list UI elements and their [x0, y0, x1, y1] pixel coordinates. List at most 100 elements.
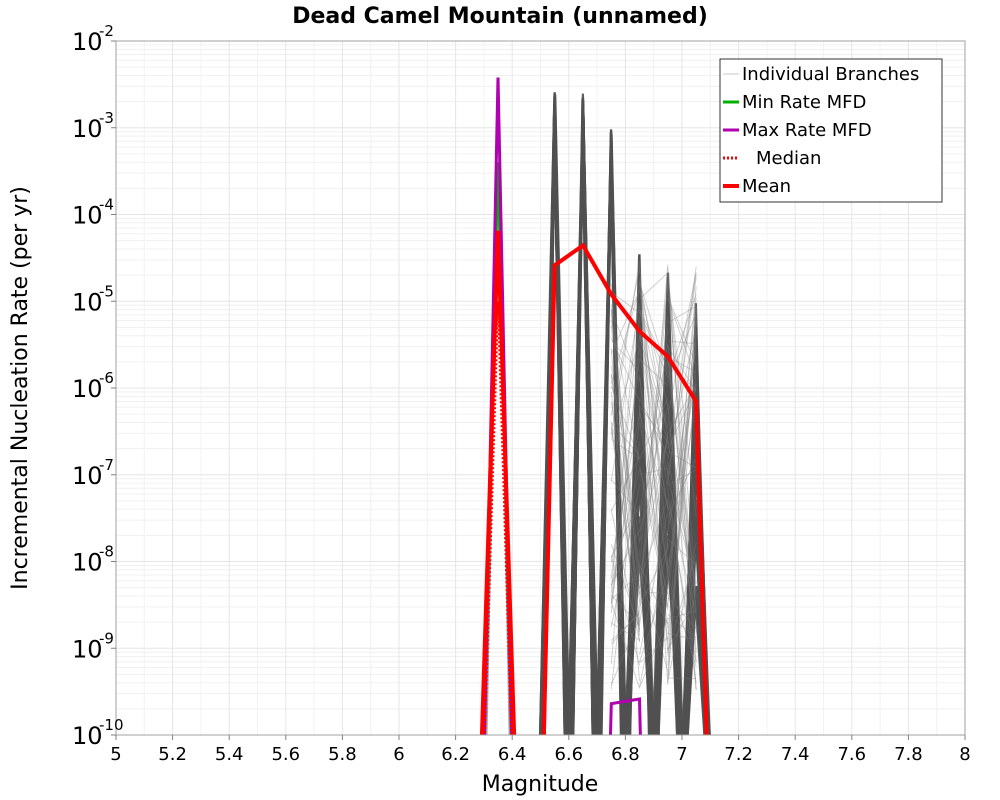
branch-line — [667, 383, 697, 641]
branch-line — [639, 347, 669, 574]
branch-line — [667, 461, 697, 585]
branch-line — [639, 269, 669, 568]
branch-line — [610, 392, 641, 642]
branch-line — [639, 317, 669, 545]
branch-line — [597, 145, 625, 735]
branch-line — [639, 327, 669, 613]
branch-line — [639, 397, 669, 460]
branch-line — [667, 358, 697, 592]
branch-line — [667, 491, 697, 684]
branch-line — [639, 284, 669, 653]
y-tick-label: 10 — [72, 635, 103, 663]
branch-line — [610, 484, 641, 628]
branch-line — [610, 439, 640, 460]
branch-line — [667, 356, 697, 373]
x-tick-label: 5.2 — [158, 744, 187, 765]
branch-line — [667, 346, 697, 392]
branch-line — [610, 374, 641, 573]
y-tick-label: 10 — [72, 549, 103, 577]
branch-line — [567, 116, 599, 735]
mean-line — [479, 230, 709, 735]
branch-line — [639, 573, 669, 663]
y-tick-exponent: -4 — [99, 196, 114, 214]
branch-line — [667, 477, 697, 588]
branch-line — [639, 331, 669, 432]
y-tick-label: 10 — [72, 722, 103, 750]
branch-line — [610, 320, 641, 463]
y-tick-label: 10 — [72, 462, 103, 490]
branch-line — [639, 358, 669, 387]
branch-line — [610, 335, 641, 665]
x-tick-label: 5.8 — [328, 744, 357, 765]
x-tick-label: 6.2 — [441, 744, 470, 765]
branch-line — [610, 504, 640, 558]
branch-line — [667, 274, 697, 449]
branch-line — [667, 313, 697, 383]
y-tick-exponent: -6 — [99, 369, 114, 387]
branch-line — [639, 570, 669, 672]
branch-line — [667, 286, 697, 607]
branch-line — [639, 331, 669, 475]
branch-line — [652, 272, 684, 735]
x-tick-label: 6 — [393, 744, 404, 765]
branch-line — [667, 297, 697, 366]
branch-line — [610, 544, 641, 630]
branch-line — [639, 435, 669, 575]
branch-line — [639, 279, 669, 565]
branch-line — [667, 330, 697, 678]
x-tick-label: 5 — [110, 744, 121, 765]
x-tick-label: 8 — [959, 744, 970, 765]
branch-line — [571, 116, 595, 735]
branch-line — [639, 547, 669, 607]
branch-line — [639, 417, 669, 629]
grid-major — [115, 40, 966, 736]
branch-line — [610, 441, 641, 690]
branch-line — [639, 405, 669, 443]
branch-line — [610, 289, 641, 384]
branch-line — [639, 335, 669, 444]
y-tick-exponent: -9 — [99, 629, 114, 647]
branch-line — [639, 398, 669, 457]
branch-line — [667, 271, 697, 584]
branch-line — [639, 407, 669, 608]
branch-line — [628, 297, 651, 735]
branch-line — [610, 291, 640, 314]
branch-line — [610, 281, 641, 594]
branch-line — [654, 535, 681, 735]
y-axis-label: Incremental Nucleation Rate (per yr) — [8, 186, 33, 590]
branch-line — [610, 602, 641, 689]
branch-line — [639, 509, 669, 656]
branch-line — [610, 349, 641, 614]
branch-line — [610, 309, 641, 636]
x-tick-label: 7.4 — [781, 744, 810, 765]
branch-line — [639, 309, 669, 429]
branch-line — [639, 465, 669, 595]
branch-line — [610, 456, 640, 512]
y-tick-exponent: -7 — [99, 456, 114, 474]
branch-line — [667, 387, 697, 449]
branch-line — [667, 333, 697, 656]
branch-line — [667, 378, 697, 533]
branch-line — [610, 509, 641, 642]
branch-line — [667, 277, 697, 517]
branch-line — [610, 427, 641, 633]
legend-label: Median — [756, 148, 821, 169]
branch-line — [639, 441, 669, 532]
branch-line — [639, 309, 669, 368]
branch-line — [639, 498, 669, 582]
branch-line — [682, 326, 710, 735]
branch-line — [667, 308, 697, 666]
x-tick-label: 5.6 — [271, 744, 300, 765]
branch-line — [667, 597, 697, 629]
branch-line — [610, 422, 641, 630]
branch-line — [667, 632, 697, 641]
branch-line — [610, 413, 641, 563]
x-tick-label: 7.2 — [724, 744, 753, 765]
branch-line — [639, 343, 669, 513]
branch-line — [610, 261, 641, 435]
x-tick-label: 7.8 — [894, 744, 923, 765]
branch-line — [667, 297, 697, 590]
y-tick-label: 10 — [72, 288, 103, 316]
branch-line — [639, 413, 669, 506]
